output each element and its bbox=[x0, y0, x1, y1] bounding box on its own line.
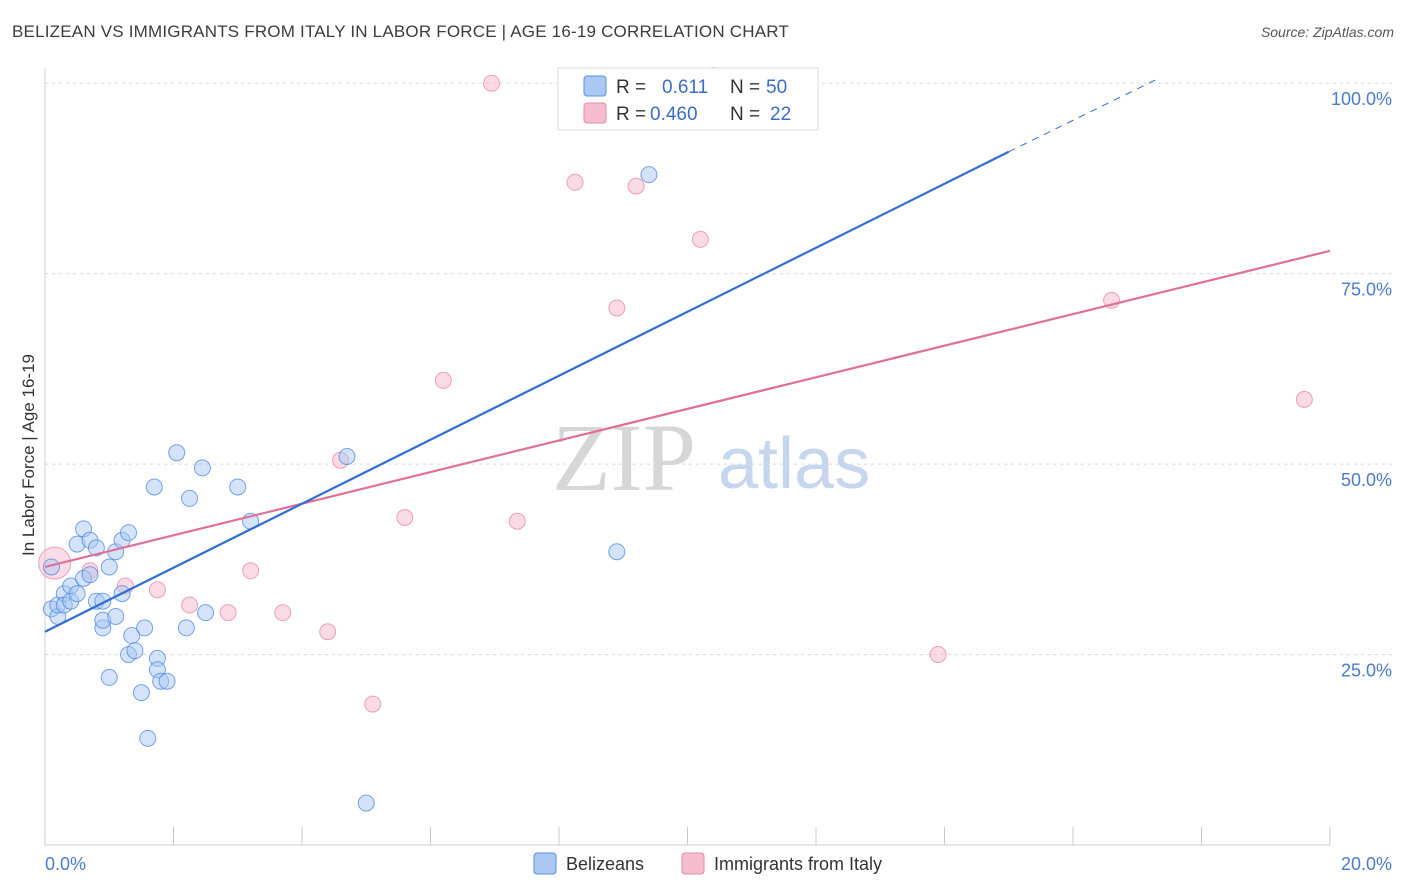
belizean-point bbox=[640, 166, 658, 184]
belizean-point bbox=[197, 604, 215, 622]
belizean-point bbox=[357, 794, 375, 812]
belizean-point bbox=[608, 543, 626, 561]
x-tick-label: 0.0% bbox=[45, 854, 86, 874]
italy-point bbox=[148, 581, 166, 599]
y-tick-label: 25.0% bbox=[1341, 661, 1392, 681]
italy-point bbox=[627, 177, 645, 195]
belizean-point bbox=[81, 566, 99, 584]
y-tick-label: 75.0% bbox=[1341, 280, 1392, 300]
legend-blue-n: 50 bbox=[766, 77, 787, 98]
belizean-point bbox=[107, 607, 125, 625]
watermark-atlas: atlas bbox=[718, 424, 870, 504]
italy-point bbox=[396, 508, 414, 526]
legend-n-label: N = bbox=[730, 104, 760, 125]
belizean-point bbox=[87, 539, 105, 557]
watermark: ZIP atlas bbox=[552, 404, 870, 511]
trend-lines bbox=[44, 78, 1331, 633]
italy-point bbox=[274, 604, 292, 622]
legend-r-label: R = bbox=[616, 104, 646, 125]
belizean-trend-extension bbox=[1008, 78, 1157, 153]
legend-r-label: R = bbox=[616, 77, 646, 98]
legend-n-label: N = bbox=[730, 77, 760, 98]
belizean-point bbox=[42, 558, 60, 576]
legend-swatch-pink bbox=[583, 102, 607, 124]
belizean-point bbox=[177, 619, 195, 637]
legend-blue-r: 0.611 bbox=[662, 77, 708, 98]
italy-point bbox=[608, 299, 626, 317]
y-tick-label: 50.0% bbox=[1341, 470, 1392, 490]
belizean-point bbox=[168, 444, 186, 462]
belizean-point bbox=[100, 558, 118, 576]
y-tick-label: 100.0% bbox=[1331, 89, 1392, 109]
source-credit: Source: ZipAtlas.com bbox=[1260, 24, 1394, 40]
chart-title: BELIZEAN VS IMMIGRANTS FROM ITALY IN LAB… bbox=[12, 22, 789, 41]
italy-point bbox=[219, 604, 237, 622]
belizean-point bbox=[100, 668, 118, 686]
italy-point bbox=[364, 695, 382, 713]
belizean-point bbox=[338, 448, 356, 465]
italy-point bbox=[434, 371, 452, 389]
bottom-legend-belizeans: Belizeans bbox=[566, 854, 644, 874]
gridlines bbox=[45, 82, 1392, 656]
stats-legend: R = 0.611 N = 50 R = 0.460 N = 22 bbox=[557, 67, 819, 131]
watermark-zip: ZIP bbox=[552, 404, 696, 511]
belizean-point bbox=[181, 489, 199, 507]
belizean-point bbox=[120, 524, 138, 542]
belizean-point bbox=[229, 478, 247, 496]
italy-point bbox=[319, 623, 337, 641]
belizean-point bbox=[136, 619, 154, 637]
bottom-legend-swatch-pink bbox=[681, 852, 705, 875]
italy-point bbox=[1295, 390, 1313, 408]
italy-trend-line bbox=[44, 249, 1331, 569]
series-legend: Belizeans Immigrants from Italy bbox=[533, 852, 882, 875]
legend-pink-n: 22 bbox=[770, 104, 791, 125]
legend-pink-r: 0.460 bbox=[650, 104, 698, 125]
belizean-points bbox=[42, 67, 722, 812]
italy-point bbox=[508, 512, 526, 530]
belizean-point bbox=[68, 585, 86, 603]
belizean-point bbox=[126, 642, 144, 660]
italy-points bbox=[38, 74, 1313, 713]
belizean-point bbox=[139, 729, 157, 747]
belizean-trend-line bbox=[44, 150, 1010, 633]
italy-point bbox=[181, 596, 199, 614]
belizean-point bbox=[193, 459, 211, 477]
x-tick-labels: 0.0% 20.0% bbox=[45, 854, 1392, 874]
axes bbox=[44, 68, 1331, 846]
belizean-point bbox=[132, 684, 150, 702]
italy-point bbox=[483, 74, 501, 92]
legend-swatch-blue bbox=[583, 75, 607, 97]
bottom-legend-swatch-blue bbox=[533, 852, 557, 875]
italy-point bbox=[929, 646, 947, 664]
belizean-point bbox=[158, 672, 176, 690]
y-axis-label: In Labor Force | Age 16-19 bbox=[19, 354, 38, 556]
x-tick-label: 20.0% bbox=[1341, 854, 1392, 874]
belizean-point bbox=[145, 478, 163, 496]
italy-point bbox=[242, 562, 260, 580]
bottom-legend-italy: Immigrants from Italy bbox=[714, 854, 882, 874]
y-tick-labels: 25.0% 50.0% 75.0% 100.0% bbox=[1331, 89, 1392, 680]
italy-point bbox=[566, 173, 584, 191]
italy-point bbox=[691, 230, 709, 248]
